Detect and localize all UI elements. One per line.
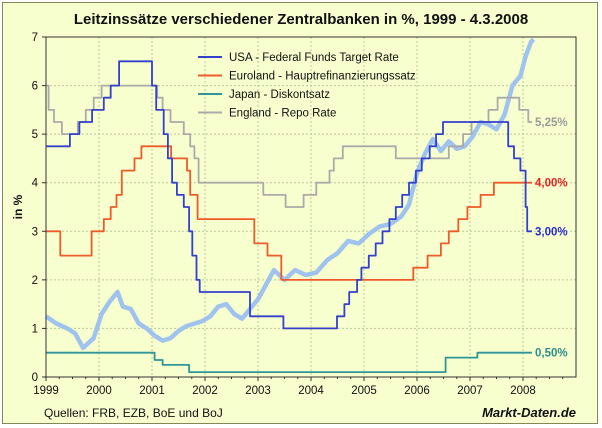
- legend-entry: USA - Federal Funds Target Rate: [229, 52, 399, 64]
- x-tick-label: 2006: [404, 385, 430, 397]
- x-tick-label: 2003: [245, 385, 271, 397]
- y-tick-label: 0: [32, 372, 38, 384]
- brand-logo-text: Markt-Daten.de: [482, 405, 576, 420]
- series-line-3: [46, 84, 532, 208]
- end-value-label: 4,00%: [535, 178, 568, 190]
- end-value-label: 3,00%: [535, 226, 568, 238]
- series-layer: [44, 37, 536, 373]
- legend: USA - Federal Funds Target Rate Euroland …: [198, 52, 416, 120]
- series-line-1: [46, 145, 532, 281]
- legend-entry: England - Repo Rate: [229, 108, 336, 120]
- x-tick-label: 2005: [351, 385, 377, 397]
- x-tick-label: 2008: [510, 385, 536, 397]
- y-axis-label: in %: [11, 194, 25, 219]
- y-tick-label: 3: [32, 226, 38, 238]
- x-tick-label: 1999: [33, 385, 59, 397]
- y-tick-label: 2: [32, 275, 38, 287]
- legend-entry: Japan - Diskontsatz: [229, 89, 330, 101]
- legend-entry: Euroland - Hauptrefinanzierungssatz: [229, 71, 416, 83]
- x-tick-label: 2007: [457, 385, 483, 397]
- source-note: Quellen: FRB, EZB, BoE und BoJ: [44, 406, 223, 420]
- end-value-label: 5,25%: [535, 117, 568, 129]
- y-tick-label: 5: [32, 129, 38, 141]
- y-tick-label: 4: [32, 178, 39, 190]
- y-tick-label: 1: [32, 323, 38, 335]
- series-line-2: [46, 351, 532, 373]
- y-tick-label: 6: [32, 81, 38, 93]
- end-labels: 3,00% 4,00% 0,50% 5,25%: [535, 117, 568, 360]
- end-value-label: 0,50%: [535, 348, 568, 360]
- series-line-0: [46, 60, 532, 330]
- x-tick-label: 2000: [86, 385, 112, 397]
- x-tick-label: 2004: [298, 385, 324, 397]
- axes: 0 1 2 3 4 5 6 7 1999 2000 2001 2002 2003 2004 2005 2006…: [32, 32, 577, 397]
- x-tick-label: 2001: [139, 385, 165, 397]
- y-tick-label: 7: [32, 32, 38, 44]
- chart-title: Leitzinssätze verschiedener Zentralbanke…: [74, 11, 528, 28]
- x-tick-label: 2002: [192, 385, 218, 397]
